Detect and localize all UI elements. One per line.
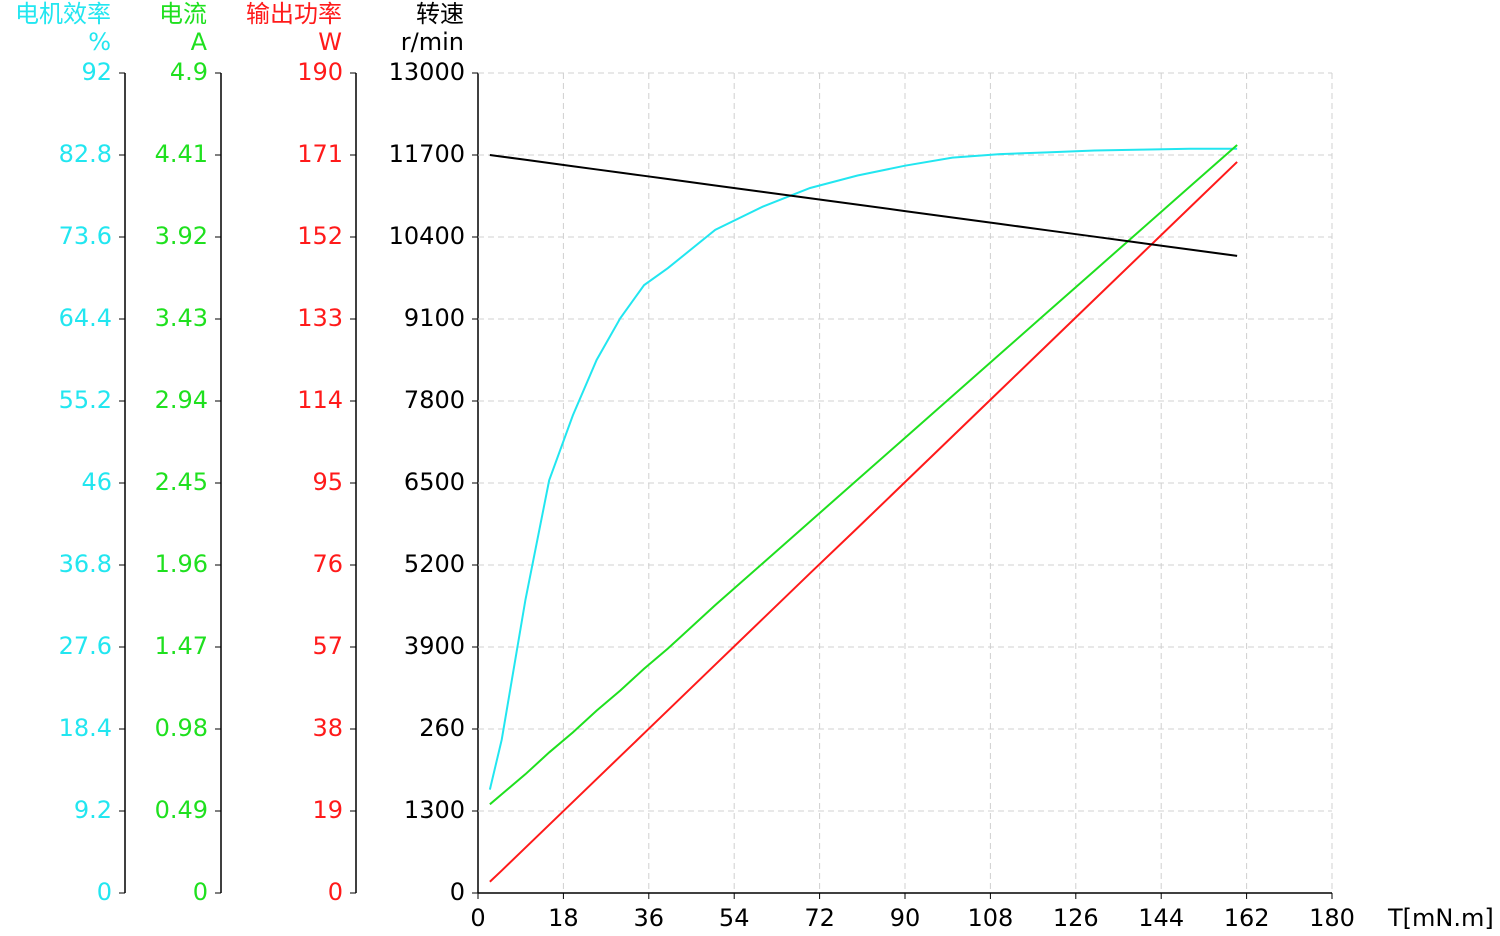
x-tick-label: 180 <box>1309 904 1355 932</box>
y-tick-label: 95 <box>312 468 343 496</box>
y-tick-label: 10400 <box>389 222 465 250</box>
y-tick-label: 7800 <box>404 386 465 414</box>
y-tick-label: 0.49 <box>155 796 208 824</box>
x-axis-label: T[mN.m] <box>1387 904 1494 932</box>
y-tick-label: 55.2 <box>59 386 112 414</box>
y-tick-label: 3.43 <box>155 304 208 332</box>
y-tick-label: 92 <box>81 58 112 86</box>
y-axis-title: 电流 <box>159 0 207 28</box>
y-tick-label: 6500 <box>404 468 465 496</box>
series-line <box>488 147 1238 790</box>
x-tick-label: 72 <box>804 904 835 932</box>
y-tick-label: 0 <box>328 878 343 906</box>
y-tick-label: 9100 <box>404 304 465 332</box>
y-tick-label: 0 <box>450 878 465 906</box>
y-tick-label: 19 <box>312 796 343 824</box>
y-tick-label: 82.8 <box>59 140 112 168</box>
y-tick-label: 2.45 <box>155 468 208 496</box>
y-tick-label: 5200 <box>404 550 465 578</box>
y-tick-label: 2.94 <box>155 386 208 414</box>
y-axis-unit: W <box>318 28 342 56</box>
series-line <box>489 144 1238 806</box>
y-tick-label: 36.8 <box>59 550 112 578</box>
x-tick-label: 54 <box>719 904 750 932</box>
y-tick-label: 4.41 <box>155 140 208 168</box>
y-axis-unit: r/min <box>401 28 464 56</box>
y-axis-unit: % <box>88 28 111 56</box>
y-tick-label: 171 <box>297 140 343 168</box>
y-tick-label: 57 <box>312 632 343 660</box>
y-tick-label: 38 <box>312 714 343 742</box>
y-tick-label: 3.92 <box>155 222 208 250</box>
y-axis-unit: A <box>191 28 208 56</box>
y-tick-label: 1300 <box>404 796 465 824</box>
x-tick-label: 90 <box>890 904 921 932</box>
y-tick-label: 190 <box>297 58 343 86</box>
y-tick-label: 1.47 <box>155 632 208 660</box>
y-tick-label: 18.4 <box>59 714 112 742</box>
x-tick-label: 144 <box>1138 904 1184 932</box>
y-axis-title: 输出功率 <box>246 0 342 28</box>
y-tick-label: 133 <box>297 304 343 332</box>
y-tick-label: 11700 <box>389 140 465 168</box>
y-tick-label: 9.2 <box>74 796 112 824</box>
y-axis-title: 转速 <box>416 0 464 28</box>
y-axis-title: 电机效率 <box>15 0 111 28</box>
y-tick-label: 27.6 <box>59 632 112 660</box>
series-line <box>489 161 1238 883</box>
y-tick-label: 260 <box>419 714 465 742</box>
x-tick-label: 162 <box>1224 904 1270 932</box>
x-tick-label: 36 <box>634 904 665 932</box>
x-tick-label: 0 <box>470 904 485 932</box>
y-tick-label: 1.96 <box>155 550 208 578</box>
x-tick-label: 18 <box>548 904 579 932</box>
y-tick-label: 13000 <box>389 58 465 86</box>
y-tick-label: 73.6 <box>59 222 112 250</box>
y-tick-label: 3900 <box>404 632 465 660</box>
y-tick-label: 152 <box>297 222 343 250</box>
y-tick-label: 0 <box>193 878 208 906</box>
y-tick-label: 76 <box>312 550 343 578</box>
y-tick-label: 4.9 <box>170 58 208 86</box>
x-tick-label: 108 <box>967 904 1013 932</box>
y-tick-label: 0 <box>97 878 112 906</box>
y-tick-label: 114 <box>297 386 343 414</box>
series-line <box>489 154 1238 257</box>
x-tick-label: 126 <box>1053 904 1099 932</box>
y-tick-label: 0.98 <box>155 714 208 742</box>
y-tick-label: 46 <box>81 468 112 496</box>
y-tick-label: 64.4 <box>59 304 112 332</box>
